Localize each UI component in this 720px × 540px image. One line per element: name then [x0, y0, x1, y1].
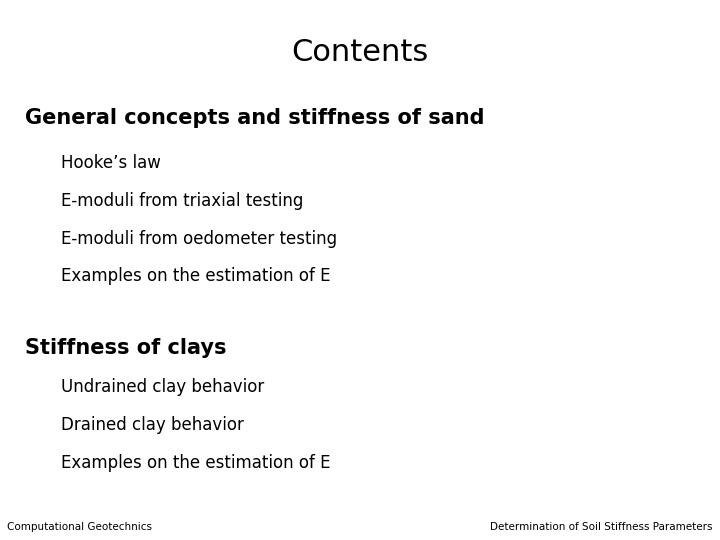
Text: Determination of Soil Stiffness Parameters: Determination of Soil Stiffness Paramete…	[490, 522, 713, 532]
Text: General concepts and stiffness of sand: General concepts and stiffness of sand	[25, 108, 485, 128]
Text: E-moduli from triaxial testing: E-moduli from triaxial testing	[61, 192, 304, 210]
Text: Computational Geotechnics: Computational Geotechnics	[7, 522, 152, 532]
Text: E-moduli from oedometer testing: E-moduli from oedometer testing	[61, 230, 338, 247]
Text: Contents: Contents	[292, 38, 428, 67]
Text: Drained clay behavior: Drained clay behavior	[61, 416, 244, 434]
Text: Hooke’s law: Hooke’s law	[61, 154, 161, 172]
Text: Examples on the estimation of E: Examples on the estimation of E	[61, 454, 330, 471]
Text: Stiffness of clays: Stiffness of clays	[25, 338, 227, 357]
Text: Examples on the estimation of E: Examples on the estimation of E	[61, 267, 330, 285]
Text: Undrained clay behavior: Undrained clay behavior	[61, 378, 264, 396]
